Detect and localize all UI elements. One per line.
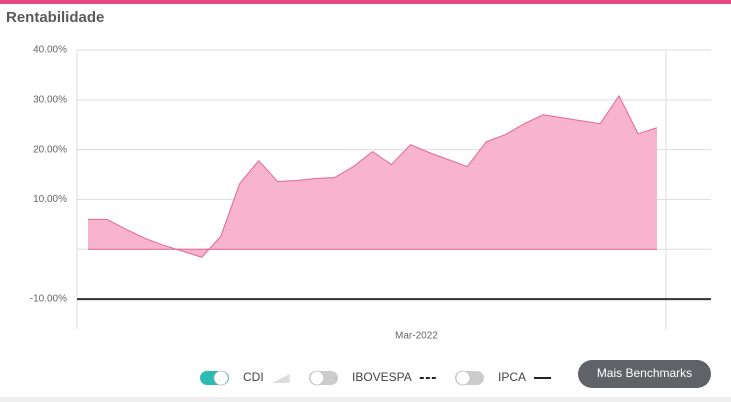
x-tick-label: Mar-2022 — [395, 331, 438, 342]
legend-label: IPCA — [498, 370, 526, 384]
top-bar — [0, 0, 731, 4]
legend-toggle[interactable]: CDI — [200, 370, 290, 386]
benchmarks-button[interactable]: Mais Benchmarks — [578, 360, 711, 388]
button-bg[interactable] — [578, 360, 711, 388]
line — [88, 94, 658, 258]
y-tick-label: 10.00% — [33, 194, 67, 205]
y-tick-label: -10.00% — [30, 294, 67, 305]
y-tick-label: 40.00% — [33, 45, 67, 56]
toggle-knob[interactable] — [455, 370, 471, 386]
y-tick-label: 20.00% — [33, 144, 67, 155]
toggle-knob[interactable] — [309, 370, 325, 386]
toggle-knob[interactable] — [213, 370, 229, 386]
legend-toggle[interactable]: IPCA — [455, 370, 552, 386]
legend-label: CDI — [243, 370, 264, 384]
area — [88, 95, 657, 258]
chart-title: Rentabilidade — [6, 9, 104, 26]
legend-icon — [271, 374, 290, 383]
legend-toggle[interactable]: IBOVESPA — [309, 370, 437, 386]
button-label[interactable]: Mais Benchmarks — [597, 366, 692, 380]
legend-label: IBOVESPA — [352, 370, 412, 384]
footer-band — [0, 397, 731, 402]
y-tick-label: 30.00% — [33, 94, 67, 105]
